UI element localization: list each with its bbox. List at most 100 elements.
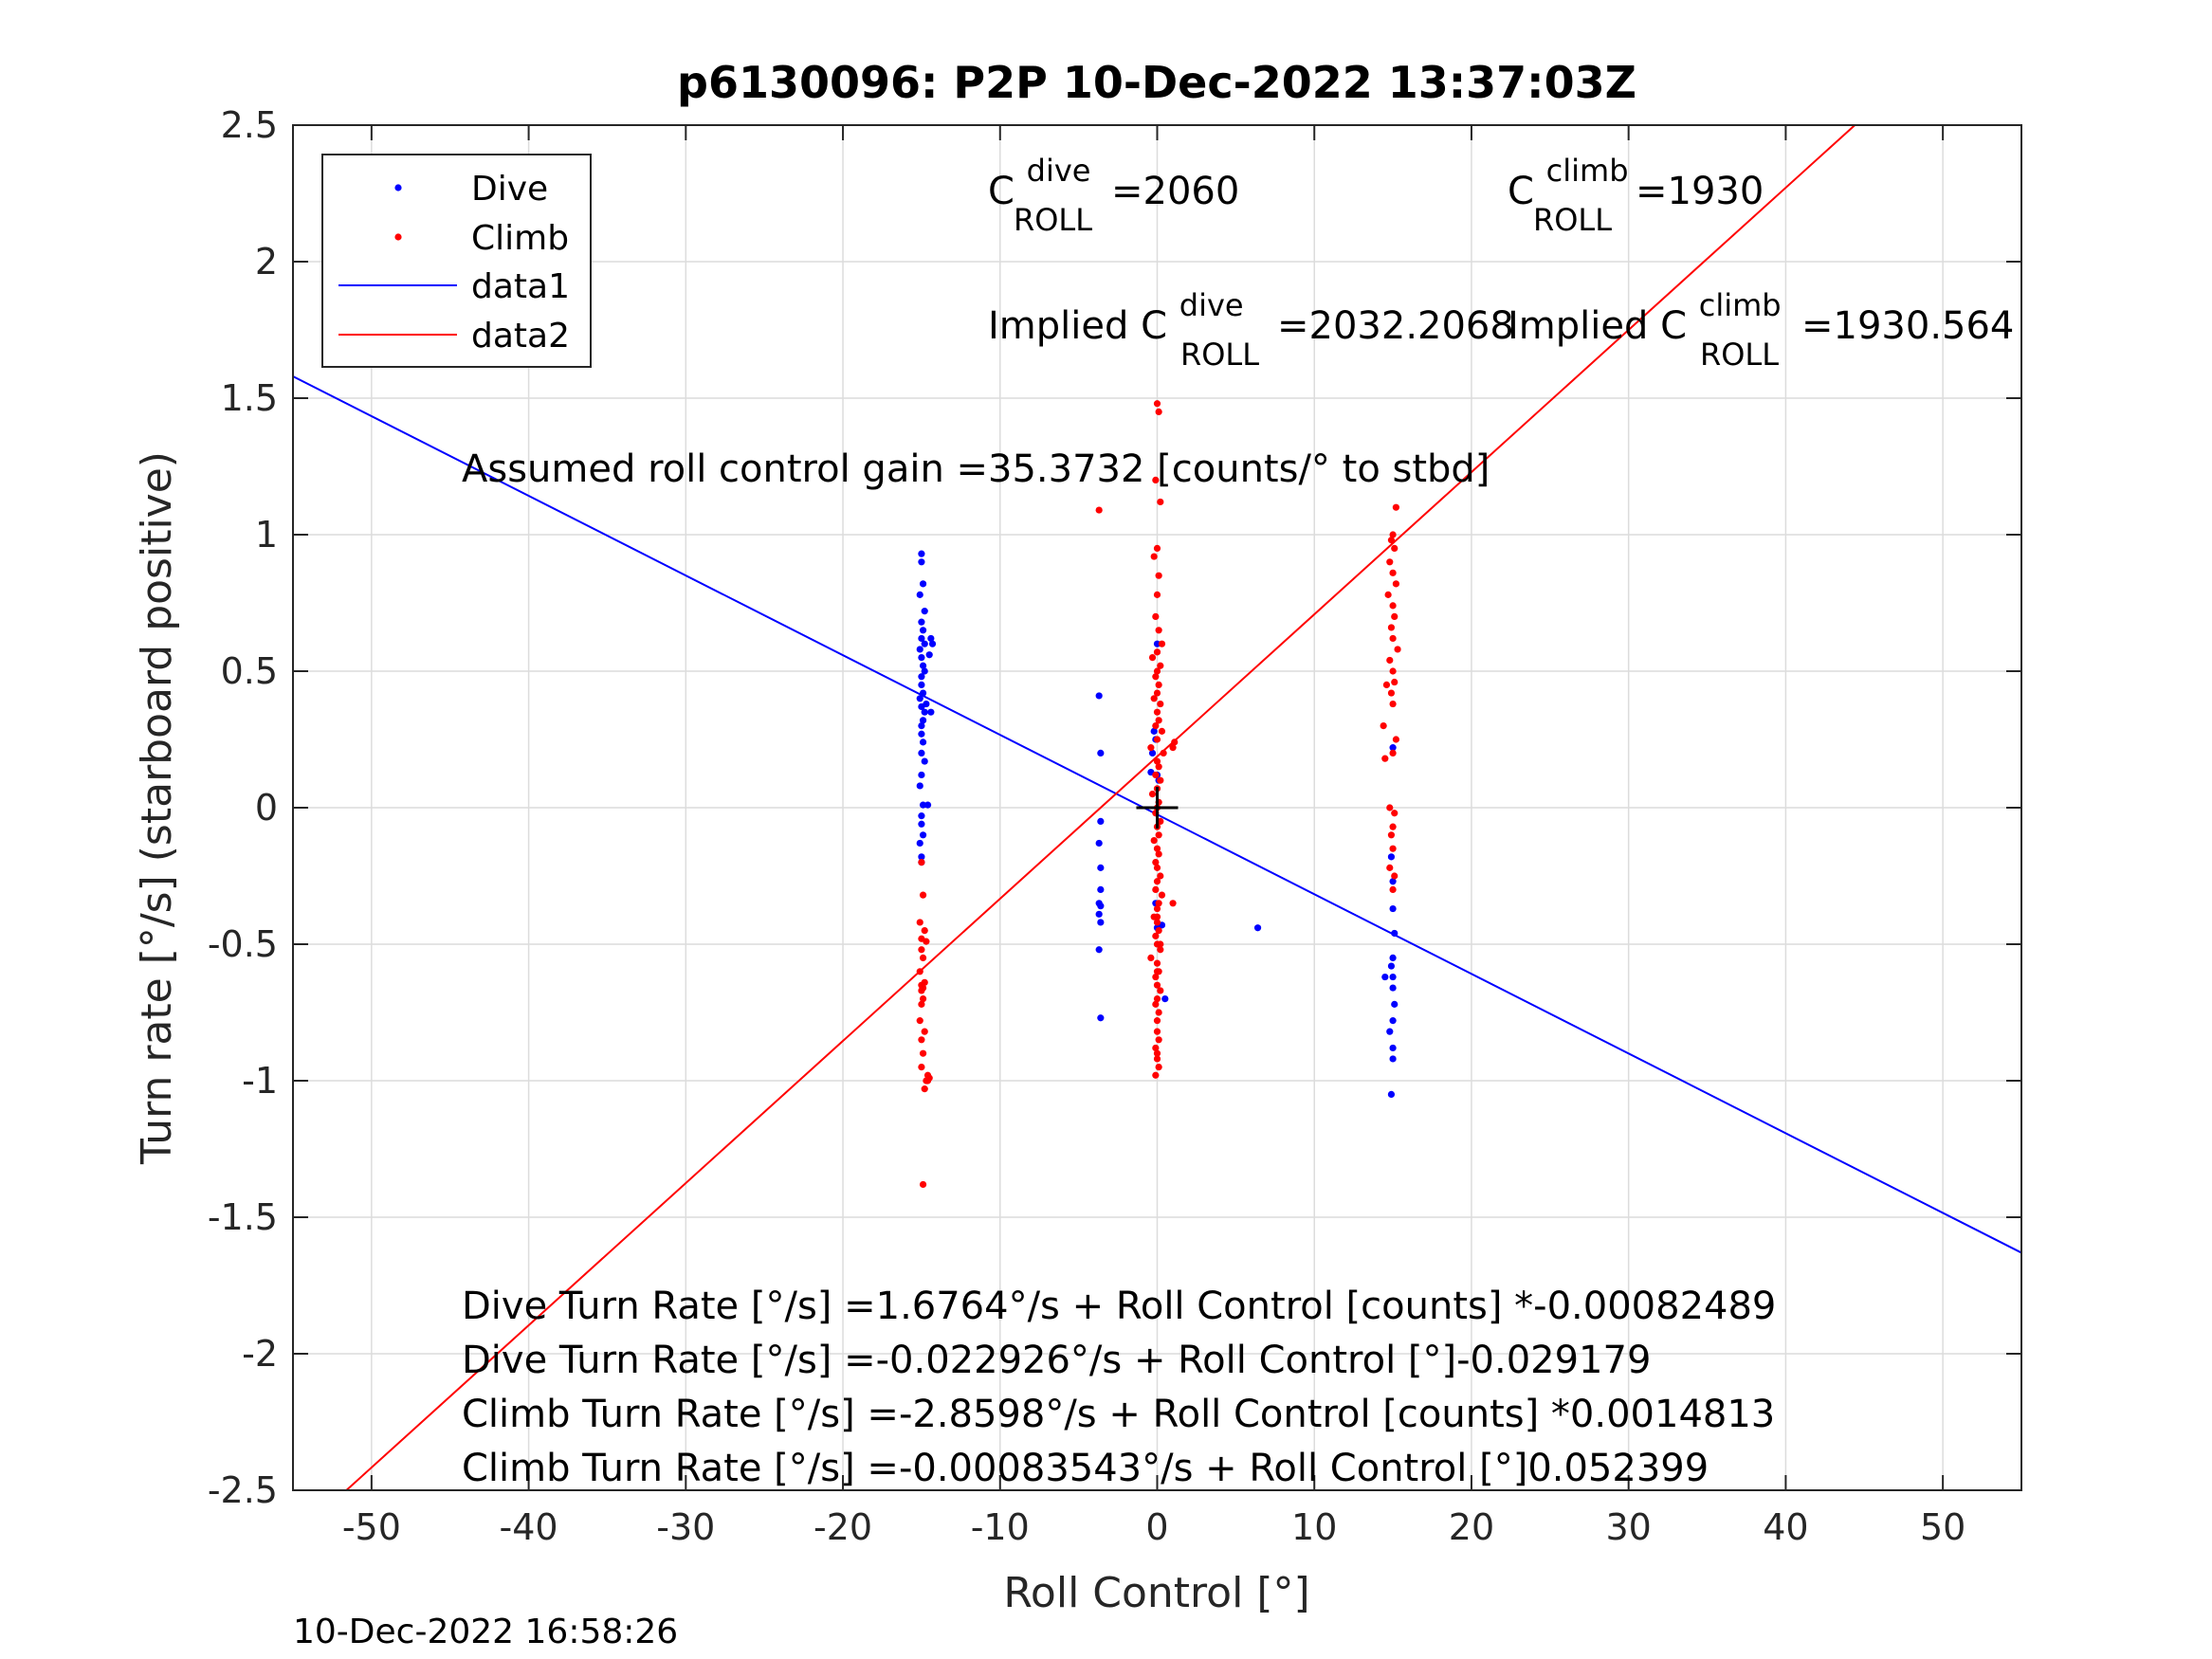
dive-point bbox=[918, 730, 925, 738]
dive-point bbox=[1391, 929, 1398, 938]
dive-point bbox=[1389, 954, 1397, 962]
dive-point bbox=[918, 820, 925, 828]
implied-climb-annotation: Implied C climb ROLL =1930.564 bbox=[1508, 282, 2014, 374]
climb-point bbox=[1155, 763, 1162, 771]
y-tick-label: 2 bbox=[255, 241, 278, 283]
x-tick-label: 30 bbox=[1606, 1506, 1652, 1548]
climb-point bbox=[1153, 981, 1161, 989]
climb-point bbox=[1152, 1071, 1160, 1079]
climb-point bbox=[1387, 831, 1396, 839]
climb-point bbox=[918, 981, 925, 989]
x-tick-label: 50 bbox=[1920, 1506, 1965, 1548]
climb-point bbox=[919, 891, 927, 899]
dive-point bbox=[1389, 1044, 1397, 1052]
dive-point bbox=[916, 695, 923, 702]
climb-point bbox=[1389, 885, 1397, 894]
climb-point bbox=[921, 1028, 928, 1035]
dive-point bbox=[1097, 749, 1105, 757]
plot-area bbox=[292, 124, 2022, 1491]
climb-point bbox=[921, 927, 928, 935]
dive-point bbox=[928, 640, 937, 647]
climb-point bbox=[1152, 1000, 1160, 1008]
climb-point bbox=[1386, 804, 1394, 811]
dive-point bbox=[918, 673, 925, 681]
implied-dive-sup: dive bbox=[1179, 287, 1244, 323]
climb-point bbox=[918, 859, 925, 866]
climb-point bbox=[1386, 656, 1394, 665]
c-dive-base: C bbox=[988, 170, 1015, 213]
dive-point bbox=[923, 700, 930, 708]
climb-point bbox=[919, 995, 927, 1003]
dive-point bbox=[916, 591, 923, 598]
dive-point bbox=[916, 839, 923, 848]
climb-point bbox=[1153, 1028, 1161, 1035]
svg-text:Implied C climb RO: Implied C climb ROLL =1930.564 bbox=[1508, 282, 2014, 374]
climb-point bbox=[1157, 662, 1164, 669]
climb-point bbox=[1152, 476, 1160, 483]
dive-point bbox=[921, 608, 928, 615]
dive-point bbox=[1389, 744, 1397, 752]
dive-point bbox=[916, 646, 923, 653]
dive-point bbox=[918, 558, 925, 566]
dive-point bbox=[919, 627, 927, 634]
y-tick-label: -1.5 bbox=[208, 1196, 278, 1238]
climb-point bbox=[919, 1180, 927, 1189]
dive-point bbox=[925, 651, 933, 659]
dive-point bbox=[1386, 1028, 1394, 1035]
dive-point bbox=[1097, 919, 1105, 926]
dive-point bbox=[919, 580, 927, 588]
dive-point bbox=[916, 782, 923, 790]
climb-point bbox=[916, 919, 923, 926]
climb-point bbox=[1152, 722, 1160, 730]
climb-point bbox=[918, 946, 925, 954]
dive-point bbox=[1389, 1055, 1397, 1063]
c-dive-value: =2060 bbox=[1111, 170, 1239, 213]
climb-point bbox=[1386, 864, 1394, 871]
dive-point bbox=[919, 738, 927, 746]
climb-point bbox=[1153, 864, 1161, 871]
dive-point bbox=[1097, 864, 1105, 871]
climb-point bbox=[1392, 503, 1400, 511]
dive-point bbox=[1389, 984, 1397, 992]
climb-point bbox=[1147, 954, 1155, 962]
climb-point bbox=[1157, 776, 1164, 784]
climb-point bbox=[1389, 667, 1397, 675]
dive-point bbox=[923, 801, 932, 809]
y-tick-label: -2 bbox=[242, 1333, 278, 1375]
dive-point bbox=[1389, 973, 1397, 981]
climb-point bbox=[916, 968, 923, 975]
climb-point bbox=[1155, 831, 1162, 839]
climb-point bbox=[1153, 648, 1161, 656]
legend-label-dive: Dive bbox=[471, 170, 548, 209]
implied-dive-annotation: Implied C dive ROLL =2032.2068 bbox=[988, 287, 1514, 373]
climb-point bbox=[1153, 689, 1161, 697]
dive-point bbox=[1095, 946, 1103, 954]
climb-point bbox=[1155, 1009, 1162, 1016]
x-tick-label: -30 bbox=[656, 1506, 715, 1548]
y-tick-label: 1 bbox=[255, 514, 278, 556]
y-tick-label: 0.5 bbox=[221, 650, 278, 692]
climb-point bbox=[1160, 749, 1167, 757]
dive-point bbox=[918, 654, 925, 662]
x-tick-label: -20 bbox=[814, 1506, 872, 1548]
legend-label-data1: data1 bbox=[471, 267, 570, 306]
implied-climb-sub: ROLL bbox=[1700, 337, 1779, 373]
climb-point bbox=[1157, 498, 1164, 506]
dive-point bbox=[1095, 839, 1103, 848]
dive-point bbox=[921, 667, 928, 675]
dive-point bbox=[1389, 878, 1397, 885]
climb-point bbox=[1153, 959, 1161, 967]
climb-point bbox=[1152, 612, 1160, 621]
x-tick-label: -50 bbox=[342, 1506, 401, 1548]
climb-point bbox=[1152, 859, 1160, 866]
dive-point bbox=[1097, 902, 1105, 910]
c-climb-sup: climb bbox=[1546, 153, 1629, 189]
x-tick-label: -40 bbox=[500, 1506, 558, 1548]
climb-point bbox=[916, 1017, 923, 1025]
legend-label-data2: data2 bbox=[471, 317, 570, 356]
climb-point bbox=[1153, 968, 1161, 975]
implied-dive-sub: ROLL bbox=[1180, 337, 1259, 373]
climb-point bbox=[1155, 681, 1162, 689]
climb-point bbox=[1150, 695, 1158, 702]
